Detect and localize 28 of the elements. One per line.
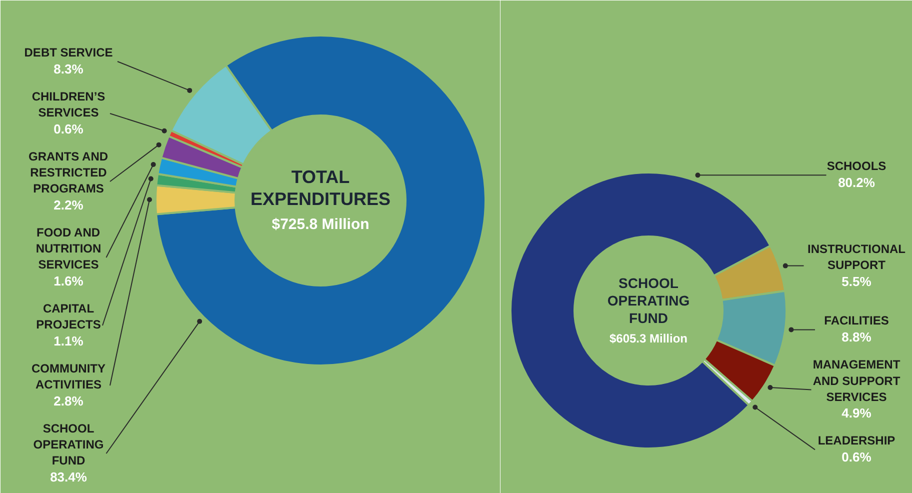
data-label: 0.6% (54, 122, 84, 136)
data-label: 8.3% (54, 62, 84, 76)
slice-label: INSTRUCTIONAL SUPPORT (808, 242, 906, 272)
slice-label: FOOD AND NUTRITION SERVICES (36, 226, 102, 272)
slice-label: CAPITAL PROJECTS (36, 302, 101, 332)
data-label: 80.2% (838, 175, 876, 190)
slice-label: CHILDREN’S SERVICES (32, 90, 106, 120)
text: $605.3 Million (609, 332, 688, 346)
data-label: 0.6% (842, 450, 872, 465)
slice-label: COMMUNITY ACTIVITIES (32, 362, 106, 392)
slice-label: LEADERSHIP (818, 434, 896, 448)
text: $725.8 Million (272, 216, 370, 233)
data-label: 83.4% (50, 470, 88, 484)
slice-label: SCHOOL OPERATING FUND (607, 274, 690, 326)
slice-label: GRANTS AND RESTRICTED PROGRAMS (28, 150, 108, 196)
text: TOTAL EXPENDITURES (250, 167, 391, 210)
slice-label: SCHOOL OPERATING FUND (33, 422, 104, 468)
data-label: 2.8% (54, 394, 84, 408)
data-label: 1.1% (54, 334, 84, 348)
data-label: 1.6% (54, 274, 84, 288)
slice-label: FACILITIES (824, 314, 889, 328)
data-label: 4.9% (842, 406, 872, 421)
slice-label: MANAGEMENT AND SUPPORT SERVICES (812, 358, 901, 404)
slice-label: SCHOOLS (826, 159, 886, 174)
data-label: 2.2% (54, 198, 84, 212)
data-label: 5.5% (842, 274, 872, 289)
slice-label: DEBT SERVICE (24, 46, 113, 60)
data-label: 8.8% (842, 330, 872, 345)
